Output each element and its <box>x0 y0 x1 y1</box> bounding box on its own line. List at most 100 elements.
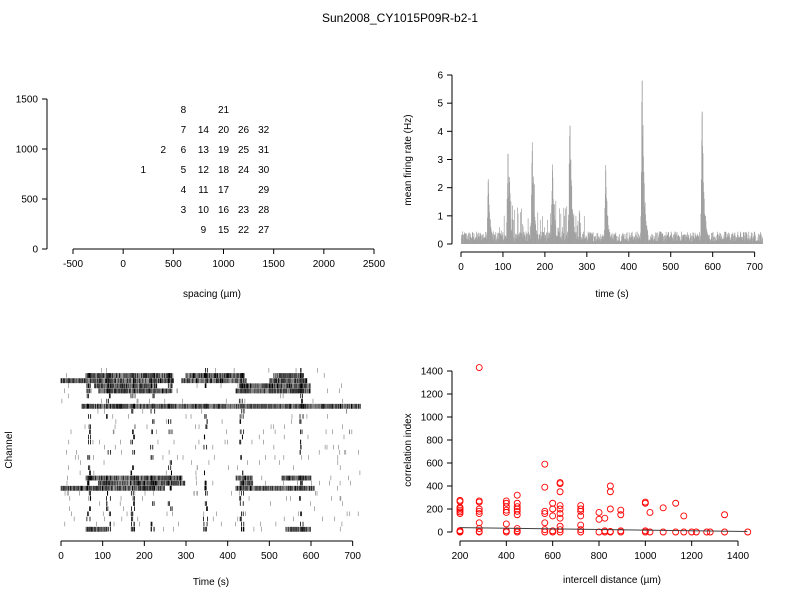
electrode-label: 26 <box>238 125 250 136</box>
electrode-label: 15 <box>218 225 230 236</box>
corr-point <box>541 526 549 534</box>
corr-point <box>502 499 510 507</box>
corr-point <box>606 482 614 490</box>
rate-x-tick-label: 300 <box>578 262 595 273</box>
electrode-label: 4 <box>181 185 187 196</box>
electrode-label: 9 <box>201 225 207 236</box>
electrode-label: 31 <box>258 145 270 156</box>
corr-point <box>475 505 483 513</box>
corr-x-tick-label: 1400 <box>727 551 750 562</box>
layout-y-tick-label: 1000 <box>16 145 39 156</box>
rate-y-tick-label: 3 <box>437 155 443 166</box>
rate-x-tick-label: 100 <box>495 262 512 273</box>
corr-point <box>601 514 609 522</box>
layout-x-tick-label: 0 <box>120 259 126 270</box>
electrode-label: 18 <box>218 165 230 176</box>
corr-x-tick-label: 800 <box>591 551 608 562</box>
corr-point <box>659 504 667 512</box>
corr-point <box>513 491 521 499</box>
corr-point <box>549 527 557 535</box>
rate-y-axis-title: mean firing rate (Hz) <box>403 114 414 205</box>
electrode-label: 2 <box>161 145 167 156</box>
raster-x-tick-label: 300 <box>178 551 195 562</box>
correlation-scatter-panel: 200 400 600 800 1000 1200 1400 0 200 400 600 800 100… <box>403 364 752 586</box>
layout-x-axis-title: spacing (µm) <box>183 289 241 300</box>
corr-point <box>513 527 521 535</box>
corr-point <box>475 364 483 371</box>
electrode-label: 19 <box>218 145 230 156</box>
raster-x-tick-label: 500 <box>261 551 278 562</box>
corr-point <box>703 528 711 536</box>
electrode-label: 12 <box>198 165 210 176</box>
corr-point <box>556 479 564 486</box>
layout-x-tick-label: 500 <box>165 259 182 270</box>
electrode-label: 17 <box>218 185 230 196</box>
corr-point <box>475 527 483 535</box>
electrode-label: 5 <box>181 165 187 176</box>
rate-y-tick-label: 2 <box>437 183 443 194</box>
electrode-layout-panel: -500 0 500 1000 1500 2000 25000500100015001234… <box>16 95 386 301</box>
rate-x-tick-label: 700 <box>746 262 763 273</box>
layout-y-tick-label: 0 <box>32 245 38 256</box>
rate-y-tick-label: 1 <box>437 211 443 222</box>
electrode-label: 8 <box>181 105 187 116</box>
electrode-label: 30 <box>258 165 270 176</box>
corr-point <box>502 506 510 514</box>
corr-point <box>680 512 688 520</box>
corr-point <box>475 510 483 518</box>
corr-point <box>502 497 510 505</box>
corr-point <box>617 506 625 514</box>
corr-point <box>549 512 557 520</box>
electrode-label: 25 <box>238 145 250 156</box>
rate-x-tick-label: 200 <box>537 262 554 273</box>
corr-point <box>617 511 625 519</box>
electrode-label: 22 <box>238 225 250 236</box>
corr-point <box>595 509 603 516</box>
electrode-label: 29 <box>258 185 270 196</box>
corr-x-tick-label: 1000 <box>634 551 657 562</box>
corr-point <box>646 528 654 536</box>
corr-x-tick-label: 1200 <box>681 551 704 562</box>
corr-point <box>672 499 680 507</box>
rate-y-tick-label: 5 <box>437 99 443 110</box>
electrode-label: 21 <box>218 105 230 116</box>
electrode-label: 23 <box>238 205 250 216</box>
corr-point <box>502 520 510 528</box>
electrode-label: 11 <box>198 185 209 196</box>
rate-x-tick-label: 0 <box>458 262 464 273</box>
corr-point <box>475 507 483 515</box>
mean-firing-rate-panel: 0 100 200 300 400 500 600 700 0 1 2 3 4 5 6 time (s) mea… <box>403 71 763 301</box>
corr-point <box>541 507 549 515</box>
layout-x-tick-label: 1500 <box>263 259 286 270</box>
corr-point <box>541 510 549 518</box>
corr-point <box>646 509 654 516</box>
corr-y-tick-label: 600 <box>426 459 443 470</box>
raster-x-tick-label: 200 <box>136 551 153 562</box>
corr-point <box>577 502 585 509</box>
corr-point <box>692 528 700 536</box>
rate-x-tick-label: 400 <box>620 262 637 273</box>
corr-point <box>513 499 521 507</box>
layout-x-tick-label: 2500 <box>363 259 386 270</box>
raster-x-tick-label: 0 <box>58 551 64 562</box>
corr-x-tick-label: 600 <box>544 551 561 562</box>
corr-point <box>721 528 729 536</box>
corr-fit-line <box>459 527 748 533</box>
corr-y-tick-label: 800 <box>426 436 443 447</box>
corr-y-tick-label: 1400 <box>421 367 444 378</box>
figure-title: Sun2008_CY1015P09R-b2-1 <box>322 11 478 25</box>
corr-point <box>456 508 464 516</box>
rate-x-tick-label: 600 <box>704 262 721 273</box>
rate-y-tick-label: 4 <box>437 127 443 138</box>
corr-point <box>606 505 614 513</box>
electrode-label: 20 <box>218 125 230 136</box>
corr-point <box>688 528 696 536</box>
layout-x-tick-label: 2000 <box>313 259 336 270</box>
electrode-label: 32 <box>258 125 270 136</box>
electrode-label: 13 <box>198 145 210 156</box>
corr-point <box>556 510 564 518</box>
electrode-label: 14 <box>198 125 210 136</box>
rate-x-tick-label: 500 <box>662 262 679 273</box>
raster-x-tick-label: 100 <box>94 551 111 562</box>
